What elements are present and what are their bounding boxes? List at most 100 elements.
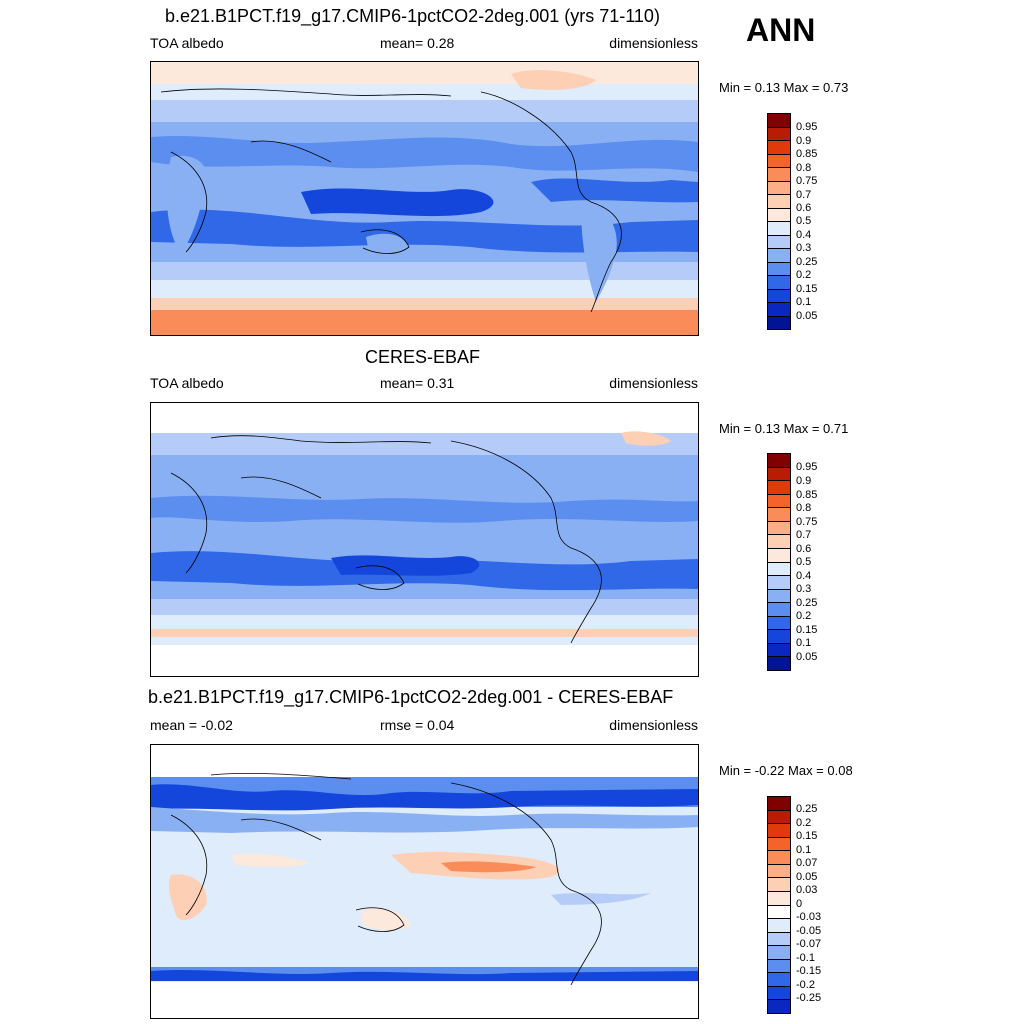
panel-3-colorbar [767,796,791,1014]
colorbar-tick: 0.75 [796,176,817,187]
colorbar-swatch [768,906,790,920]
colorbar-swatch [768,797,790,811]
colorbar-tick: -0.25 [796,993,821,1004]
colorbar-swatch [768,114,790,128]
colorbar-tick: 0.95 [796,462,817,473]
colorbar-tick: 0.75 [796,517,817,528]
colorbar-tick: 0.3 [796,584,811,595]
colorbar-tick: 0.8 [796,503,811,514]
panel-3-map [150,744,699,1019]
colorbar-tick: 0.15 [796,625,817,636]
colorbar-swatch [768,563,790,577]
colorbar-tick: 0.2 [796,818,811,829]
colorbar-tick: 0.6 [796,544,811,555]
colorbar-swatch [768,481,790,495]
panel-2-minmax: Min = 0.13 Max = 0.71 [719,421,848,436]
colorbar-tick: 0.03 [796,885,817,896]
panel-2-title: CERES-EBAF [365,347,480,368]
colorbar-swatch [768,290,790,304]
colorbar-tick: 0.05 [796,311,817,322]
colorbar-swatch [768,973,790,987]
colorbar-tick: 0.05 [796,652,817,663]
colorbar-tick: 0.15 [796,284,817,295]
panel-3-rmse-label: rmse = 0.04 [380,717,454,733]
colorbar-swatch [768,468,790,482]
colorbar-swatch [768,195,790,209]
colorbar-tick: -0.03 [796,912,821,923]
colorbar-tick: -0.1 [796,953,815,964]
panel-3-title: b.e21.B1PCT.f19_g17.CMIP6-1pctCO2-2deg.0… [148,687,673,708]
colorbar-swatch [768,811,790,825]
panel-1-mean-label: mean= 0.28 [380,35,454,51]
colorbar-swatch [768,168,790,182]
panel-1-title: b.e21.B1PCT.f19_g17.CMIP6-1pctCO2-2deg.0… [165,6,660,27]
colorbar-swatch [768,535,790,549]
colorbar-swatch [768,182,790,196]
panel-1-map-graphic [151,62,698,335]
colorbar-swatch [768,303,790,317]
colorbar-swatch [768,630,790,644]
colorbar-tick: 0.9 [796,476,811,487]
colorbar-tick: 0.3 [796,243,811,254]
colorbar-swatch [768,865,790,879]
colorbar-swatch [768,644,790,658]
colorbar-swatch [768,317,790,330]
colorbar-swatch [768,209,790,223]
colorbar-tick: 0.25 [796,257,817,268]
colorbar-swatch [768,454,790,468]
colorbar-tick: 0 [796,899,802,910]
colorbar-tick: 0.5 [796,557,811,568]
colorbar-swatch [768,933,790,947]
colorbar-tick: 0.2 [796,270,811,281]
colorbar-tick: -0.05 [796,926,821,937]
colorbar-swatch [768,838,790,852]
colorbar-tick: 0.05 [796,872,817,883]
colorbar-swatch [768,236,790,250]
colorbar-tick: 0.5 [796,216,811,227]
colorbar-swatch [768,549,790,563]
panel-2-mean-label: mean= 0.31 [380,375,454,391]
colorbar-swatch [768,1000,790,1013]
colorbar-tick: 0.07 [796,858,817,869]
colorbar-tick: 0.15 [796,831,817,842]
colorbar-swatch [768,603,790,617]
colorbar-tick: 0.1 [796,845,811,856]
colorbar-swatch [768,946,790,960]
colorbar-swatch [768,141,790,155]
panel-2-map-graphic [151,403,698,676]
panel-1-variable-label: TOA albedo [150,35,224,51]
panel-3-map-graphic [151,745,698,1018]
colorbar-swatch [768,522,790,536]
colorbar-swatch [768,892,790,906]
colorbar-swatch [768,987,790,1001]
colorbar-swatch [768,495,790,509]
season-label: ANN [746,12,815,49]
panel-2-variable-label: TOA albedo [150,375,224,391]
colorbar-swatch [768,222,790,236]
panel-2-map [150,402,699,677]
colorbar-swatch [768,617,790,631]
colorbar-tick: -0.07 [796,939,821,950]
colorbar-tick: -0.2 [796,980,815,991]
panel-3-minmax: Min = -0.22 Max = 0.08 [719,763,853,778]
colorbar-tick: 0.1 [796,297,811,308]
colorbar-swatch [768,657,790,670]
panel-2-colorbar [767,453,791,671]
colorbar-swatch [768,249,790,263]
colorbar-tick: 0.7 [796,190,811,201]
panel-3-mean-label: mean = -0.02 [150,717,233,733]
panel-3-units-label: dimensionless [609,717,698,733]
colorbar-swatch [768,590,790,604]
colorbar-swatch [768,263,790,277]
colorbar-tick: 0.4 [796,230,811,241]
colorbar-tick: 0.6 [796,203,811,214]
colorbar-tick: 0.2 [796,611,811,622]
colorbar-tick: 0.25 [796,598,817,609]
colorbar-swatch [768,128,790,142]
colorbar-swatch [768,878,790,892]
panel-1-map [150,61,699,336]
colorbar-tick: 0.9 [796,136,811,147]
colorbar-swatch [768,576,790,590]
colorbar-tick: -0.15 [796,966,821,977]
panel-1-units-label: dimensionless [609,35,698,51]
